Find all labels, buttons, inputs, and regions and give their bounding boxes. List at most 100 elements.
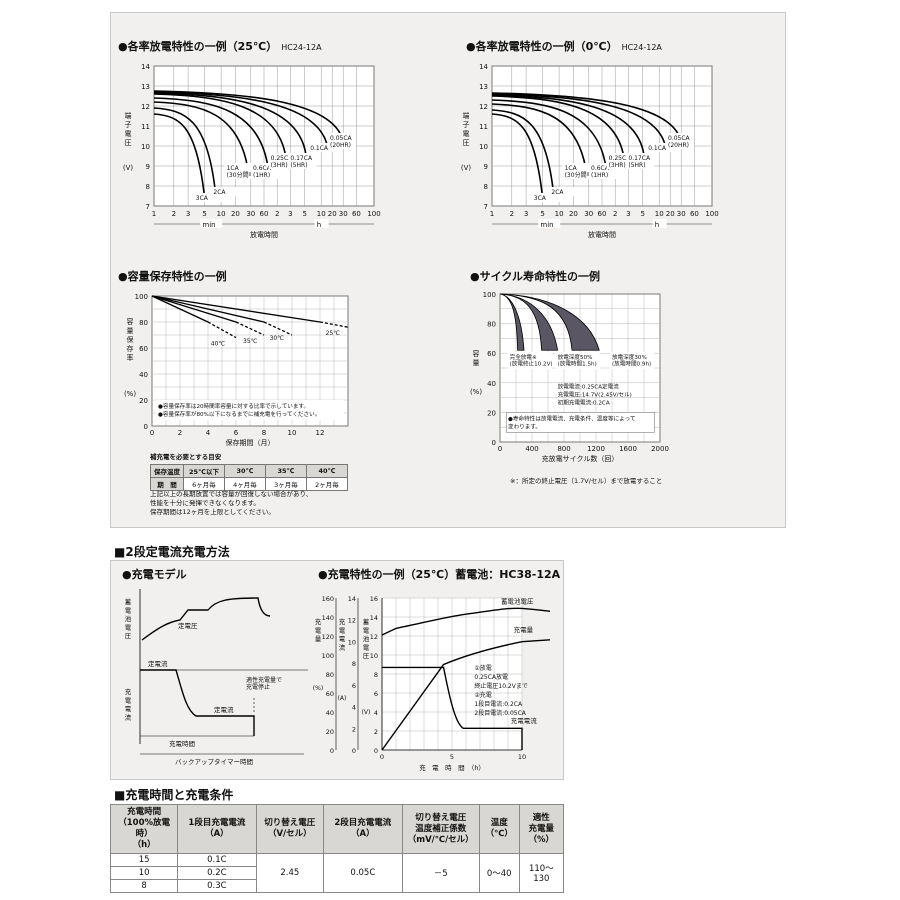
- ax2-label-c3: 流: [339, 643, 346, 652]
- series-label-3: 25℃: [326, 330, 341, 337]
- x-tick-label: 6: [234, 429, 239, 437]
- y-axis-label-c4: 率: [127, 353, 134, 362]
- curve-label-4-l1: (3HR): [609, 162, 626, 169]
- x-tick-label: 0: [150, 429, 154, 437]
- refresh-h3: 35℃: [265, 464, 307, 478]
- cycle-label-2-l1: (放電時間0.9h): [612, 360, 651, 368]
- y-tick-label: 0: [144, 423, 148, 431]
- y-axis-label-c0: 端: [463, 111, 470, 120]
- y-axis-label-c2: 電: [463, 130, 470, 138]
- x-tick-label: 0: [498, 445, 502, 453]
- y-tick-label: 8: [146, 183, 150, 191]
- x-tick-label: 1600: [619, 445, 637, 453]
- x-tick-h: 2: [613, 210, 617, 218]
- discharge-curve-7: [491, 92, 682, 143]
- discharge-curve-6: [153, 91, 329, 149]
- y-axis-label-c2: 電: [125, 130, 132, 138]
- curve-label-5-l0: 0.17CA: [290, 155, 313, 162]
- capacity-chart: 100 80 60 40 20 00 2 4 6 8 10 12 保存期間（月） 容量保存率 (%) 40℃ 3…: [124, 293, 349, 447]
- y-tick-label: 40: [139, 371, 148, 379]
- y-tick-label: 11: [141, 123, 150, 131]
- notes-bg: [156, 400, 344, 420]
- series-label-1: 35℃: [243, 338, 258, 345]
- y-tick-label: 11: [479, 123, 488, 131]
- note-box: [506, 412, 655, 433]
- refresh-c1: 6ヶ月毎: [183, 477, 225, 491]
- y-axis-label-c3: 圧: [125, 139, 132, 147]
- current-curve: [140, 669, 255, 736]
- retention-dash-0: [207, 321, 237, 339]
- label-cc2: 定電流: [214, 705, 234, 714]
- y-axis-label-c0: 端: [125, 111, 132, 120]
- discharge-curve-1: [491, 109, 555, 195]
- ax2-tick: 14: [348, 595, 356, 603]
- cycle-footnote: ※：所定の終止電圧（1.7V/セル）まで放電すること: [510, 477, 663, 485]
- section2-title: ■2段定電流充電方法: [114, 545, 230, 559]
- refresh-h1: 25℃以下: [183, 464, 225, 478]
- y-axis-label-c1: 量: [473, 359, 480, 367]
- refresh-c0: 期 間: [150, 477, 184, 491]
- x-tick-h: 100: [367, 210, 380, 218]
- curve-label-4-l0: 0.25CA: [271, 155, 294, 162]
- ax2-tick: 0: [352, 747, 356, 755]
- y-tick-label: 60: [139, 345, 148, 353]
- label-bg: [666, 133, 694, 149]
- refresh-h2: 30℃: [224, 464, 266, 478]
- ax2-tick: 6: [352, 682, 356, 690]
- y-axis-label-c0: 容: [473, 349, 480, 358]
- refresh-header-row: 保存温度 25℃以下 30℃ 35℃ 40℃: [150, 464, 348, 478]
- label-bg: [507, 352, 552, 370]
- refresh-row: 期 間 6ヶ月毎 4ヶ月毎 3ヶ月毎 2ヶ月毎: [150, 477, 348, 491]
- y-axis-label-c1: 子: [125, 121, 132, 129]
- cond-h4: 切り替え電圧 温度補正係数 （mV/℃/セル）: [401, 804, 480, 854]
- y-tick-label: 80: [139, 319, 148, 327]
- x-tick-h: 100: [705, 210, 718, 218]
- refresh-h4: 40℃: [306, 464, 348, 478]
- ax1-label-c0: 充: [315, 617, 322, 626]
- x-tick-min: 5: [540, 210, 544, 218]
- y-tick-label: 7: [484, 203, 488, 211]
- charge-note-1: 0.25CA放電: [474, 673, 508, 681]
- y-axis-label-c1: 子: [463, 121, 470, 129]
- x-tick-h: 3: [626, 210, 630, 218]
- label-current-c0: 充: [125, 687, 132, 696]
- refresh-note-3: 保存期間は12ヶ月を上限としてください。: [150, 508, 275, 516]
- curve-label-5-l1: (5HR): [628, 162, 645, 169]
- y-axis-unit: (V): [123, 164, 134, 172]
- cond-h6: 適性 充電量 （%）: [518, 804, 565, 854]
- curve-label-1: 2CA: [213, 189, 226, 196]
- y-tick-label: 8: [484, 183, 488, 191]
- y-tick-label: 100: [483, 291, 496, 299]
- discharge-25-title: ●各率放電特性の一例（25℃） HC24-12A: [118, 40, 322, 53]
- y-tick-label: 20: [139, 397, 148, 405]
- label-time1: 充電時間: [169, 739, 195, 748]
- cycle-band-2: [499, 293, 600, 351]
- current-line: [382, 666, 523, 750]
- note-1: ●容量保存率が80%以下になるまでに補充電を行ってください。: [158, 410, 320, 418]
- label-cv: 定電圧: [178, 621, 198, 630]
- x-tick-label: 12: [316, 429, 325, 437]
- label-current: 充電電流: [511, 716, 538, 725]
- unit-min: min: [202, 221, 215, 229]
- cycle-label-1-l1: (放電時間1.5h): [558, 360, 597, 368]
- charge-note-3: ②充電: [474, 691, 491, 699]
- label-bg: [549, 187, 578, 196]
- y-axis-unit: (%): [124, 390, 136, 398]
- curve-label-7-l0: 0.05CA: [668, 135, 691, 142]
- h-bg: [314, 219, 329, 228]
- discharge-0-title: ●各率放電特性の一例（0℃） HC24-12A: [466, 40, 662, 53]
- curve-label-6: 0.1CA: [310, 145, 329, 152]
- charge-note-5: 2段目電流:0.05CA: [474, 709, 526, 717]
- charge-note-2: 終止電圧10.2Vまで: [474, 682, 527, 690]
- charge-condition-table: 充電時間 （100%放電時） （h） 1段目充電電流 （A） 切り替え電圧 （V…: [109, 804, 565, 893]
- series-label-2: 30℃: [270, 335, 285, 342]
- x-tick-min: 30: [584, 210, 593, 218]
- label-current-c1: 電: [125, 697, 132, 705]
- label-time2: バックアップタイマー時間: [175, 757, 253, 766]
- x-tick-h: 10: [317, 210, 326, 218]
- cond-header-row: 充電時間 （100%放電時） （h） 1段目充電電流 （A） 切り替え電圧 （V…: [109, 804, 565, 854]
- y-tick-label: 14: [141, 63, 150, 71]
- ax1-tick: 60: [326, 690, 334, 698]
